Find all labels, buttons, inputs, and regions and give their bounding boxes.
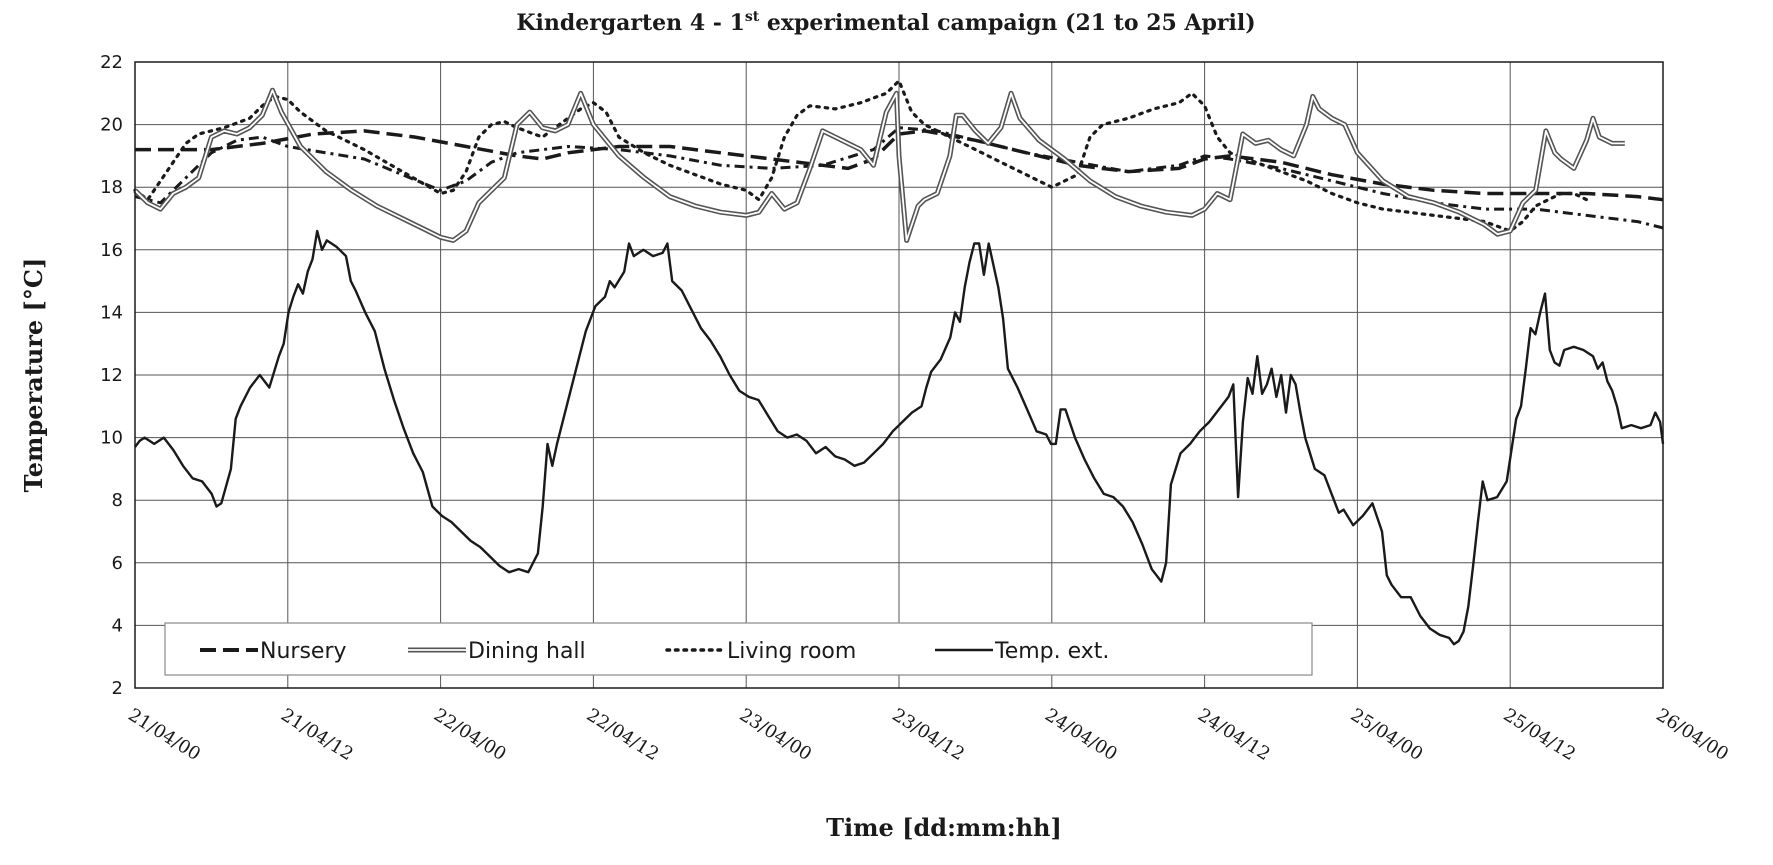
legend-label: Living room xyxy=(727,639,856,664)
y-tick-label: 2 xyxy=(112,678,123,699)
y-tick-label: 22 xyxy=(100,52,123,73)
x-tick-label: 21/04/00 xyxy=(124,704,204,765)
y-tick-label: 10 xyxy=(100,428,123,449)
x-tick-label: 24/04/12 xyxy=(1194,704,1274,765)
chart-title: Kindergarten 4 - 1st experimental campai… xyxy=(516,9,1255,36)
y-axis-title: Temperature [°C] xyxy=(19,258,48,493)
y-tick-label: 20 xyxy=(100,115,123,136)
series-line xyxy=(133,79,1589,233)
legend-label: Nursery xyxy=(260,639,347,664)
y-tick-label: 8 xyxy=(112,490,123,511)
series-nursery xyxy=(135,129,1664,202)
x-tick-label: 25/04/00 xyxy=(1347,704,1427,765)
series-layer xyxy=(133,79,1665,646)
x-tick-label: 21/04/12 xyxy=(277,704,357,765)
series-living-room xyxy=(133,79,1589,233)
legend-label: Temp. ext. xyxy=(994,639,1109,664)
x-tick-label: 26/04/00 xyxy=(1652,704,1732,765)
y-tick-label: 16 xyxy=(100,240,123,261)
x-tick-label: 22/04/00 xyxy=(430,704,510,765)
y-tick-label: 6 xyxy=(112,553,123,574)
legend-item-dining-hall: Dining hall xyxy=(408,639,586,664)
series-line xyxy=(134,229,1665,646)
y-tick-label: 4 xyxy=(112,615,123,636)
series-line-inner xyxy=(134,89,1625,242)
x-tick-label: 22/04/12 xyxy=(583,704,663,765)
series-temp-ext- xyxy=(134,229,1665,646)
series-line-outer xyxy=(133,87,1625,243)
legend-item-nursery: Nursery xyxy=(200,639,347,664)
legend-box xyxy=(164,622,1313,676)
series-line xyxy=(135,129,1664,202)
x-tick-label: 25/04/12 xyxy=(1500,704,1580,765)
x-axis-title: Time [dd:mm:hh] xyxy=(826,813,1062,842)
y-tick-label: 12 xyxy=(100,365,123,386)
x-tick-label: 24/04/00 xyxy=(1041,704,1121,765)
series-dining-hall xyxy=(133,87,1625,243)
legend: Nursery Dining hall Living room Temp. ext. xyxy=(164,622,1313,676)
legend-item-temp-ext-: Temp. ext. xyxy=(935,639,1109,664)
legend-label: Dining hall xyxy=(468,639,586,664)
x-axis-ticks: 21/04/00 21/04/12 22/04/00 22/04/12 23/04/00… xyxy=(124,704,1732,765)
x-tick-label: 23/04/12 xyxy=(888,704,968,765)
legend-item-living-room: Living room xyxy=(665,639,856,664)
y-tick-label: 18 xyxy=(100,177,123,198)
y-tick-label: 14 xyxy=(100,302,123,323)
y-axis-ticks: 2 4 6 8 10 12 14 16 18 20 22 xyxy=(100,52,123,699)
x-tick-label: 23/04/00 xyxy=(736,704,816,765)
plot-border xyxy=(134,61,1664,689)
